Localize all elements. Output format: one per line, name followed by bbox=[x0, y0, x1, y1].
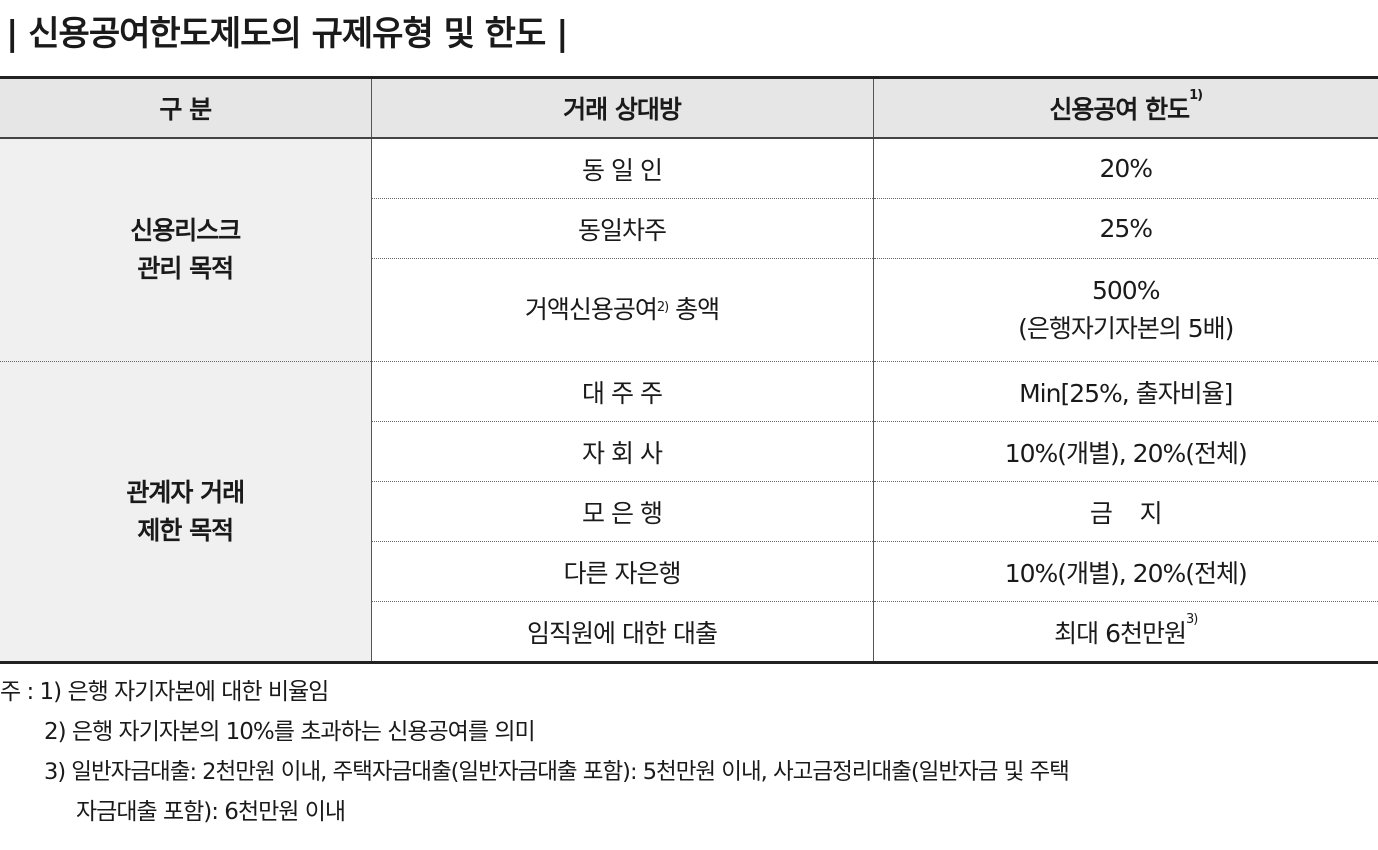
group-label-credit-risk: 신용리스크 관리 목적 bbox=[0, 138, 371, 362]
counterparty-cell: 모 은 행 bbox=[370, 481, 873, 542]
counterparty-cell: 동일차주 bbox=[370, 198, 873, 259]
limit-cell: 금 지 bbox=[872, 481, 1378, 542]
footnote-2: 2) 은행 자기자본의 10%를 초과하는 신용공여를 의미 bbox=[44, 719, 536, 745]
table-row: 신용리스크 관리 목적 동 일 인 20% bbox=[0, 138, 1378, 362]
header-counterparty: 거래 상대방 bbox=[370, 76, 873, 139]
table-row: 거액신용공여2) 총액 500% (은행자기자본의 5배) bbox=[0, 258, 1378, 362]
header-credit-limit: 신용공여 한도1) bbox=[872, 76, 1378, 139]
footnote-ref-2: 2) bbox=[656, 300, 669, 315]
limit-cell: 20% bbox=[872, 138, 1378, 199]
limit-cell: 10%(개별), 20%(전체) bbox=[872, 541, 1378, 602]
footnote-3: 3) 일반자금대출: 2천만원 이내, 주택자금대출(일반자금대출 포함): 5… bbox=[44, 759, 1070, 785]
counterparty-cell: 대 주 주 bbox=[370, 361, 873, 422]
credit-limit-table: 구 분 거래 상대방 신용공여 한도1) 신용리스크 관리 목적 동 일 인 2… bbox=[0, 76, 1378, 664]
table-row: 모 은 행 금 지 bbox=[0, 481, 1378, 542]
header-credit-limit-label: 신용공여 한도 bbox=[1049, 95, 1190, 124]
counterparty-cell: 임직원에 대한 대출 bbox=[370, 601, 873, 664]
limit-cell: 10%(개별), 20%(전체) bbox=[872, 421, 1378, 482]
counterparty-cell: 다른 자은행 bbox=[370, 541, 873, 602]
limit-cell: Min[25%, 출자비율] bbox=[872, 361, 1378, 422]
table-row: 다른 자은행 10%(개별), 20%(전체) bbox=[0, 541, 1378, 602]
footnote-1: 주 : 1) 은행 자기자본에 대한 비율임 bbox=[0, 679, 329, 705]
counterparty-cell: 자 회 사 bbox=[370, 421, 873, 482]
limit-cell: 최대 6천만원3) bbox=[872, 601, 1378, 664]
table-row: 자 회 사 10%(개별), 20%(전체) bbox=[0, 421, 1378, 482]
header-category: 구 분 bbox=[0, 76, 371, 139]
table-header-row: 구 분 거래 상대방 신용공여 한도1) bbox=[0, 76, 1378, 139]
limit-cell: 500% (은행자기자본의 5배) bbox=[872, 258, 1378, 362]
group-label-related-party: 관계자 거래 제한 목적 bbox=[0, 361, 371, 664]
table-row: 동일차주 25% bbox=[0, 198, 1378, 259]
counterparty-cell: 거액신용공여2) 총액 bbox=[370, 258, 873, 362]
footnote-ref-3: 3) bbox=[1186, 611, 1198, 627]
page-title: | 신용공여한도제도의 규제유형 및 한도 | bbox=[6, 14, 568, 54]
footnotes: 주 : 1) 은행 자기자본에 대한 비율임 2) 은행 자기자본의 10%를 … bbox=[0, 672, 1378, 832]
footnote-ref-1: 1) bbox=[1189, 88, 1203, 103]
footnote-3-continued: 자금대출 포함): 6천만원 이내 bbox=[76, 799, 346, 825]
limit-cell: 25% bbox=[872, 198, 1378, 259]
table-row: 관계자 거래 제한 목적 대 주 주 Min[25%, 출자비율] bbox=[0, 361, 1378, 664]
counterparty-cell: 동 일 인 bbox=[370, 138, 873, 199]
table-row: 임직원에 대한 대출 최대 6천만원3) bbox=[0, 601, 1378, 664]
